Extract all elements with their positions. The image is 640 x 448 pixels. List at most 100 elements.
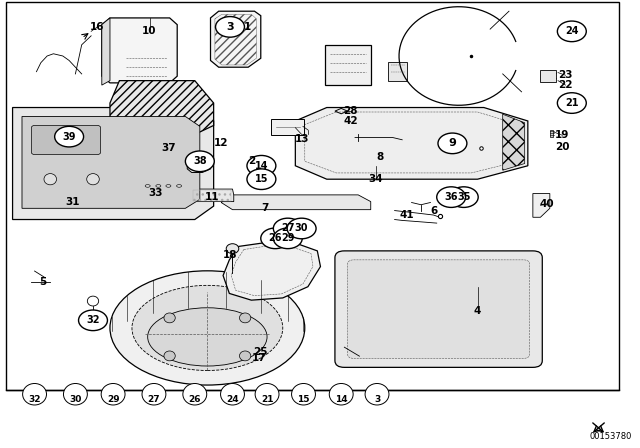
Circle shape xyxy=(449,187,478,207)
Ellipse shape xyxy=(87,296,99,306)
FancyBboxPatch shape xyxy=(335,251,542,367)
Text: 00153780: 00153780 xyxy=(589,432,632,441)
Ellipse shape xyxy=(365,383,389,405)
Circle shape xyxy=(260,228,290,249)
Text: 24: 24 xyxy=(226,395,239,404)
Text: 26: 26 xyxy=(189,395,201,404)
Ellipse shape xyxy=(63,383,87,405)
Ellipse shape xyxy=(183,383,207,405)
Circle shape xyxy=(557,93,586,113)
Text: 12: 12 xyxy=(214,138,228,148)
Polygon shape xyxy=(388,62,407,81)
Text: 20: 20 xyxy=(555,142,570,152)
Ellipse shape xyxy=(145,185,150,187)
Polygon shape xyxy=(221,195,371,210)
Bar xyxy=(6,2,619,390)
Polygon shape xyxy=(533,194,550,217)
Circle shape xyxy=(186,151,214,172)
Text: 24: 24 xyxy=(565,26,579,36)
Circle shape xyxy=(54,126,84,147)
Text: 9: 9 xyxy=(449,138,456,148)
Text: 17: 17 xyxy=(252,353,266,363)
Text: 21: 21 xyxy=(565,98,579,108)
Text: 15: 15 xyxy=(255,174,268,184)
Text: 31: 31 xyxy=(65,198,79,207)
Text: 7: 7 xyxy=(262,203,269,213)
Polygon shape xyxy=(550,130,553,137)
Polygon shape xyxy=(134,185,191,195)
Ellipse shape xyxy=(221,383,244,405)
Text: 33: 33 xyxy=(148,188,163,198)
FancyBboxPatch shape xyxy=(271,119,304,135)
Ellipse shape xyxy=(458,189,469,201)
Polygon shape xyxy=(326,45,371,85)
Circle shape xyxy=(79,310,108,331)
Ellipse shape xyxy=(329,383,353,405)
Ellipse shape xyxy=(166,185,171,187)
Text: 36: 36 xyxy=(444,192,458,202)
Text: 32: 32 xyxy=(86,315,100,325)
Bar xyxy=(472,125,520,143)
Circle shape xyxy=(273,218,302,239)
FancyBboxPatch shape xyxy=(31,125,100,155)
Text: 28: 28 xyxy=(344,106,358,116)
Text: 26: 26 xyxy=(268,233,282,243)
Ellipse shape xyxy=(101,383,125,405)
Text: 4: 4 xyxy=(474,306,481,316)
Ellipse shape xyxy=(86,173,99,185)
Ellipse shape xyxy=(282,234,294,243)
Text: 29: 29 xyxy=(107,395,120,404)
Text: 27: 27 xyxy=(148,395,160,404)
Text: 40: 40 xyxy=(540,199,554,209)
Ellipse shape xyxy=(226,244,239,254)
Ellipse shape xyxy=(296,224,307,233)
Circle shape xyxy=(438,133,467,154)
Ellipse shape xyxy=(239,351,251,361)
Text: 37: 37 xyxy=(161,143,176,153)
Text: 14: 14 xyxy=(255,161,268,171)
Polygon shape xyxy=(188,155,211,172)
Ellipse shape xyxy=(269,234,281,243)
Ellipse shape xyxy=(177,185,182,187)
Text: 42: 42 xyxy=(343,116,358,126)
Ellipse shape xyxy=(110,271,305,385)
Ellipse shape xyxy=(132,285,283,370)
Ellipse shape xyxy=(164,313,175,323)
Ellipse shape xyxy=(164,351,175,361)
Text: 3: 3 xyxy=(374,395,380,404)
FancyBboxPatch shape xyxy=(348,260,530,358)
Polygon shape xyxy=(102,18,110,85)
Circle shape xyxy=(273,228,302,249)
Text: 30: 30 xyxy=(295,224,308,233)
Polygon shape xyxy=(295,108,528,179)
Text: 1: 1 xyxy=(243,22,251,32)
Text: 13: 13 xyxy=(294,134,309,144)
Ellipse shape xyxy=(445,189,457,201)
Polygon shape xyxy=(190,189,234,202)
Text: 21: 21 xyxy=(261,395,273,404)
Text: 41: 41 xyxy=(400,210,415,220)
Polygon shape xyxy=(502,114,525,170)
Text: 32: 32 xyxy=(28,395,41,404)
Ellipse shape xyxy=(156,185,161,187)
Circle shape xyxy=(557,21,586,42)
Polygon shape xyxy=(110,81,214,134)
Text: 5: 5 xyxy=(39,277,46,287)
Polygon shape xyxy=(223,242,321,300)
Text: 25: 25 xyxy=(253,347,268,357)
Text: 2: 2 xyxy=(248,156,255,166)
Circle shape xyxy=(247,169,276,190)
Text: 39: 39 xyxy=(62,132,76,142)
Text: 14: 14 xyxy=(335,395,348,404)
Text: 30: 30 xyxy=(69,395,81,404)
Text: 38: 38 xyxy=(193,156,207,166)
Polygon shape xyxy=(211,11,260,67)
Ellipse shape xyxy=(239,313,251,323)
Text: 15: 15 xyxy=(297,395,310,404)
Text: 11: 11 xyxy=(205,192,220,202)
Polygon shape xyxy=(22,116,200,208)
Text: 8: 8 xyxy=(376,152,384,162)
Text: 6: 6 xyxy=(430,206,437,215)
Ellipse shape xyxy=(142,383,166,405)
Text: 22: 22 xyxy=(558,80,573,90)
